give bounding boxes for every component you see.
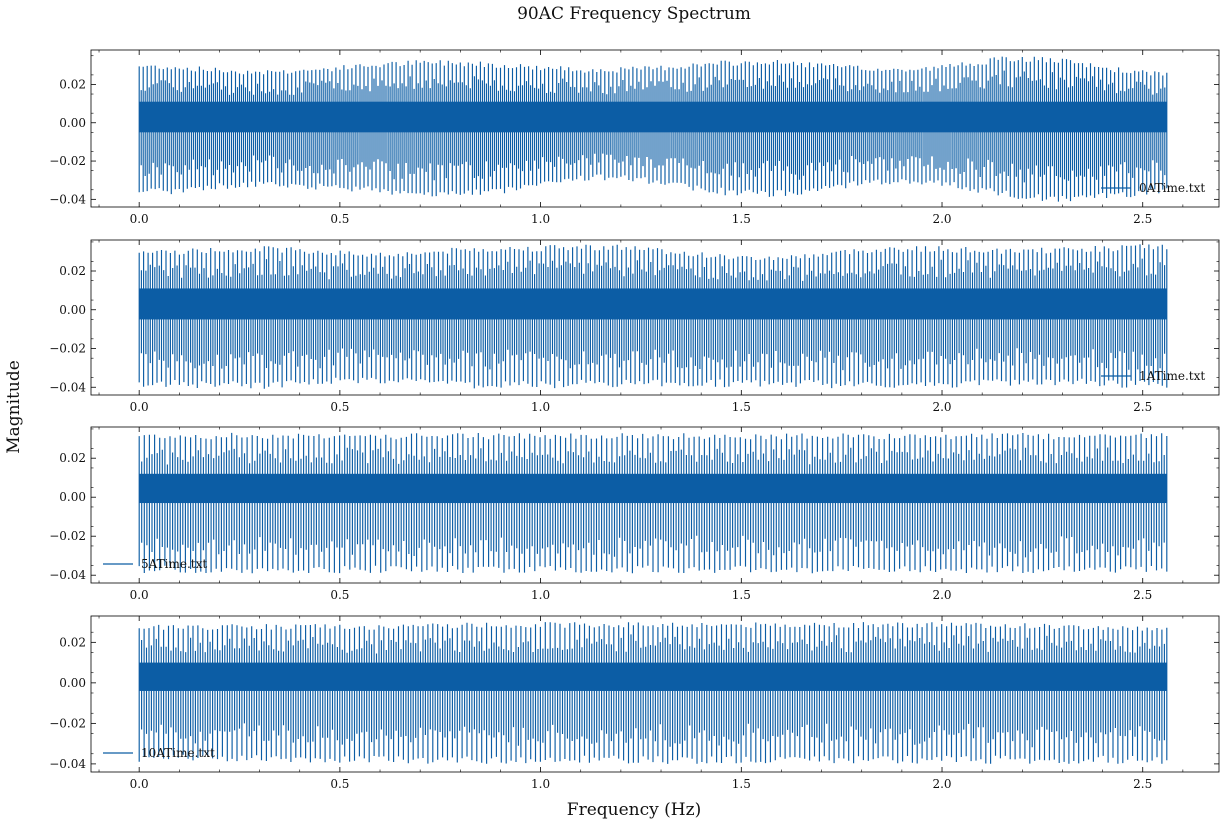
series-line	[138, 432, 1168, 574]
subplot-2: 0.0 0.5 1.0 1.5 2.0 2.5 −0.04 −0.02 0.00 0.02 1ATi…	[49, 239, 1220, 414]
x-tick-label: 1.5	[732, 777, 751, 791]
legend-label: 1ATime.txt	[1139, 369, 1205, 383]
series-dense-band	[139, 288, 1167, 320]
axes-frame	[90, 239, 1220, 396]
subplots: 0.0 0.5 1.0 1.5 2.0 2.5 −0.04 −0.02 0.00 0.02 0ATi…	[49, 49, 1220, 791]
series-line	[138, 56, 1168, 202]
x-tick-label: 0.0	[130, 212, 149, 226]
y-tick-label: −0.04	[49, 192, 86, 206]
x-tick-label: 2.0	[932, 588, 951, 602]
legend-label: 0ATime.txt	[1139, 181, 1205, 195]
x-tick-label: 0.0	[130, 400, 149, 414]
axes-frame	[90, 426, 1220, 584]
x-tick-label: 1.0	[531, 212, 550, 226]
x-tick-label: 2.5	[1133, 588, 1152, 602]
subplot-1: 0.0 0.5 1.0 1.5 2.0 2.5 −0.04 −0.02 0.00 0.02 0ATi…	[49, 49, 1220, 226]
x-tick-label: 2.5	[1133, 212, 1152, 226]
x-tick-label: 1.5	[732, 212, 751, 226]
subplot-4: 0.0 0.5 1.0 1.5 2.0 2.5 −0.04 −0.02 0.00 0.02 10AT…	[49, 615, 1220, 791]
x-tick-label: 1.5	[732, 400, 751, 414]
y-tick-label: −0.04	[49, 380, 86, 394]
x-tick-label: 0.0	[130, 588, 149, 602]
y-tick-label: 0.00	[59, 490, 86, 504]
x-tick-label: 0.5	[330, 777, 349, 791]
y-tick-label: 0.02	[59, 451, 86, 465]
legend: 0ATime.txt	[1101, 181, 1205, 195]
figure-title: 90AC Frequency Spectrum	[517, 4, 751, 24]
axes-frame	[90, 49, 1220, 208]
x-tick-label: 0.0	[130, 777, 149, 791]
series-dense-band	[139, 662, 1167, 691]
x-tick-label: 2.0	[932, 212, 951, 226]
y-tick-label: 0.00	[59, 676, 86, 690]
series-line	[138, 244, 1168, 389]
x-tick-label: 1.0	[531, 777, 550, 791]
y-tick-label: −0.04	[49, 568, 86, 582]
subplot-3: 0.0 0.5 1.0 1.5 2.0 2.5 −0.04 −0.02 0.00 0.02 5ATi…	[49, 426, 1220, 602]
y-tick-label: −0.02	[49, 529, 86, 543]
x-tick-label: 1.0	[531, 400, 550, 414]
series-dense-band	[139, 101, 1167, 133]
x-tick-label: 2.0	[932, 400, 951, 414]
axes-frame	[90, 615, 1220, 773]
y-tick-label: 0.02	[59, 77, 86, 91]
x-tick-label: 2.5	[1133, 777, 1152, 791]
x-tick-label: 1.0	[531, 588, 550, 602]
legend: 1ATime.txt	[1101, 369, 1205, 383]
y-tick-label: −0.02	[49, 342, 86, 356]
series-line	[138, 622, 1168, 764]
series-dense-band	[139, 473, 1167, 504]
legend: 5ATime.txt	[103, 557, 207, 571]
y-tick-label: −0.02	[49, 154, 86, 168]
x-tick-label: 2.5	[1133, 400, 1152, 414]
y-tick-label: −0.02	[49, 716, 86, 730]
x-tick-label: 0.5	[330, 212, 349, 226]
y-tick-label: 0.02	[59, 264, 86, 278]
y-tick-label: 0.02	[59, 635, 86, 649]
y-tick-label: 0.00	[59, 116, 86, 130]
x-tick-label: 2.0	[932, 777, 951, 791]
x-tick-label: 0.5	[330, 588, 349, 602]
y-axis-label: Magnitude	[4, 360, 24, 454]
legend-label: 5ATime.txt	[141, 557, 207, 571]
legend-label: 10ATime.txt	[141, 746, 215, 760]
legend: 10ATime.txt	[103, 746, 215, 760]
x-tick-label: 1.5	[732, 588, 751, 602]
x-axis-label: Frequency (Hz)	[567, 800, 701, 820]
y-tick-label: −0.04	[49, 757, 86, 771]
x-tick-label: 0.5	[330, 400, 349, 414]
y-tick-label: 0.00	[59, 303, 86, 317]
